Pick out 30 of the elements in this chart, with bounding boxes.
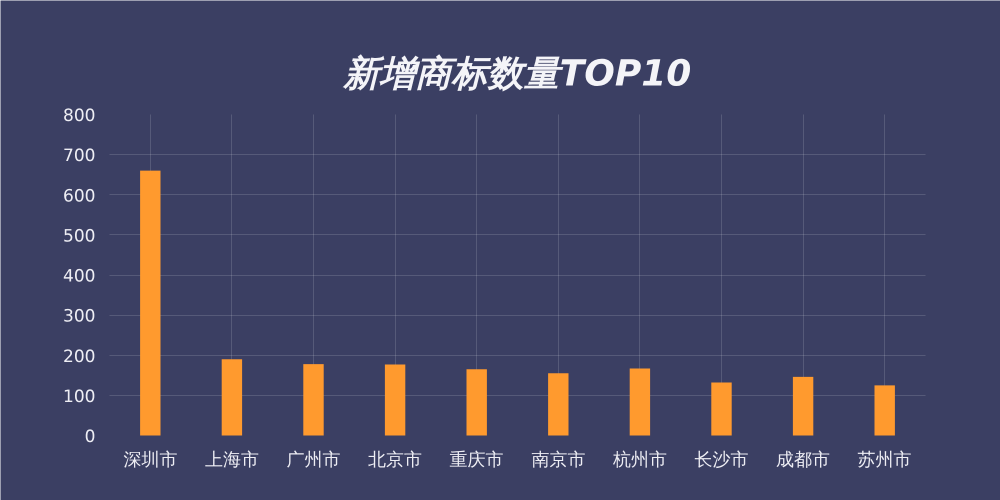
y-tick-label: 0 [84,427,96,447]
y-tick-label: 800 [63,106,96,126]
chart-title: 新增商标数量TOP10 [342,54,692,94]
x-tick-label: 深圳市 [123,450,178,470]
x-tick-label: 南京市 [531,450,586,470]
y-tick-label: 500 [63,226,96,246]
y-tick-label: 100 [63,386,96,407]
bar [384,364,406,436]
x-tick-label: 长沙市 [694,450,748,470]
x-tick-label: 苏州市 [858,450,912,470]
y-tick-label: 400 [63,266,96,286]
bar [630,368,650,436]
y-tick-label: 300 [63,306,96,327]
bar [222,359,242,436]
y-tick-label: 200 [63,346,96,367]
bar [303,364,324,436]
x-tick-label: 北京市 [368,450,422,470]
x-tick-label: 成都市 [776,450,830,470]
y-tick-label: 600 [63,186,96,206]
bar [792,376,814,436]
bar [874,385,895,436]
bar [466,369,487,436]
x-tick-label: 重庆市 [450,450,504,470]
x-tick-label: 上海市 [204,450,259,470]
bar [548,373,568,436]
x-tick-label: 杭州市 [612,450,667,470]
bar [140,170,160,436]
bar [711,382,732,436]
y-tick-label: 700 [63,146,96,166]
x-tick-label: 广州市 [286,450,340,470]
